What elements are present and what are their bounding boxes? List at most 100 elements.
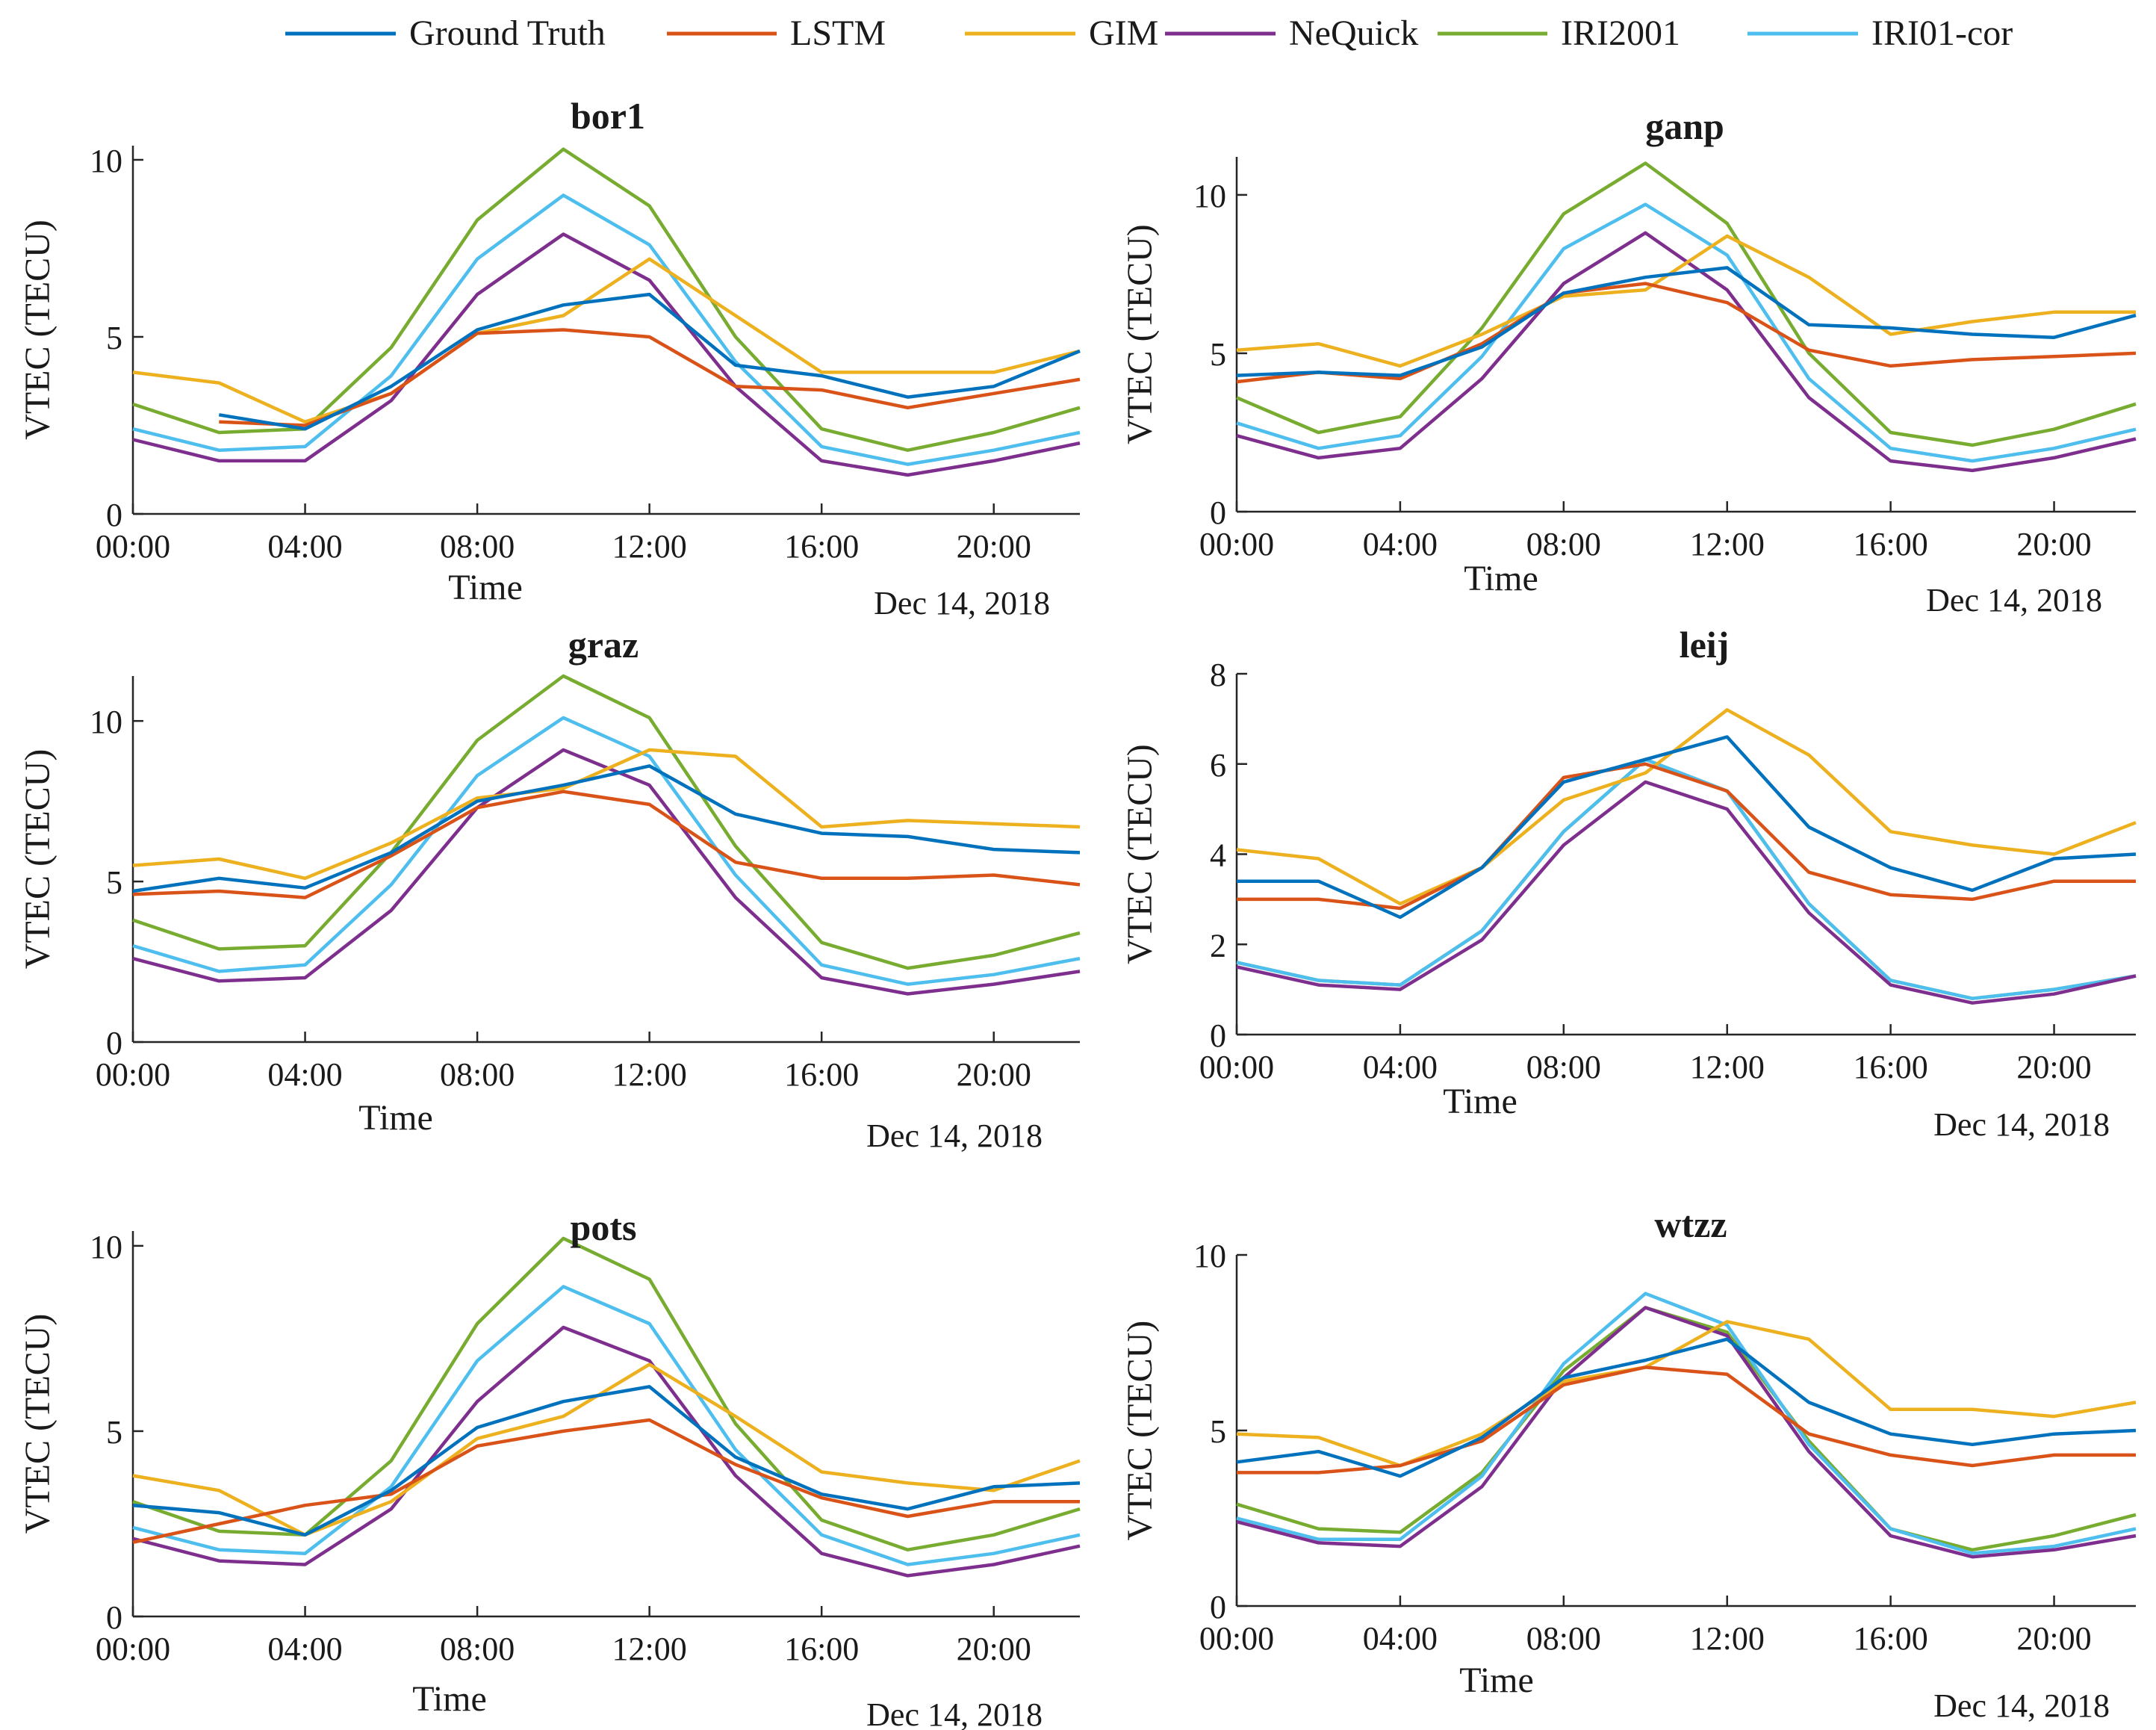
x-tick-label: 12:00 bbox=[1690, 526, 1765, 562]
y-tick-label: 10 bbox=[1193, 178, 1226, 214]
series-line-gim bbox=[132, 748, 1081, 881]
x-tick-label: 00:00 bbox=[96, 1056, 170, 1093]
series-line-iri01-cor bbox=[1236, 757, 2137, 1000]
legend-item-ground-truth: Ground Truth bbox=[285, 13, 606, 53]
series-line-ground-truth bbox=[1236, 1337, 2137, 1478]
x-tick-label: 04:00 bbox=[267, 528, 342, 565]
y-tick-label: 5 bbox=[106, 320, 122, 356]
x-tick-label: 20:00 bbox=[2016, 1620, 2091, 1657]
series-line-iri2001 bbox=[1236, 161, 2137, 447]
y-tick-label: 10 bbox=[90, 143, 122, 179]
x-tick-label: 16:00 bbox=[1854, 1049, 1928, 1085]
legend-label-ground-truth: Ground Truth bbox=[409, 13, 606, 53]
legend-label-iri2001: IRI2001 bbox=[1561, 13, 1680, 53]
series-line-nequick bbox=[1236, 1306, 2137, 1559]
chart-panel-pots: 0 5 10 00:00 04:00 08:00 12:00 16:00 20:00 pots Ti… bbox=[18, 1206, 1081, 1730]
legend-item-iri2001: IRI2001 bbox=[1438, 13, 1680, 53]
date-label: Dec 14, 2018 bbox=[1926, 582, 2102, 618]
series-line-lstm bbox=[1237, 1365, 2136, 1475]
legend-label-iri01-cor: IRI01-cor bbox=[1871, 13, 2013, 53]
x-tick-label: 20:00 bbox=[957, 528, 1031, 565]
series-line-nequick bbox=[1236, 231, 2137, 473]
x-tick-label: 16:00 bbox=[1854, 526, 1928, 562]
chart-title: bor1 bbox=[571, 95, 645, 137]
x-tick-label: 08:00 bbox=[440, 528, 515, 565]
series-line-ground-truth bbox=[1237, 735, 2137, 920]
date-label: Dec 14, 2018 bbox=[866, 1117, 1043, 1154]
y-tick-label: 5 bbox=[1210, 336, 1226, 373]
series-line-gim bbox=[1236, 234, 2136, 368]
y-tick-label: 2 bbox=[1210, 927, 1226, 964]
series-line-iri01-cor bbox=[132, 193, 1081, 466]
y-axis-label: VTEC (TECU) bbox=[18, 749, 58, 970]
legend-label-gim: GIM bbox=[1089, 13, 1158, 53]
x-tick-label: 12:00 bbox=[1690, 1620, 1765, 1657]
y-tick-label: 0 bbox=[106, 1025, 122, 1061]
legend-item-gim: GIM bbox=[965, 13, 1158, 53]
y-tick-label: 5 bbox=[106, 864, 122, 901]
series-line-nequick bbox=[132, 232, 1081, 477]
legend-item-lstm: LSTM bbox=[667, 13, 886, 53]
series-line-ground-truth bbox=[132, 764, 1081, 893]
x-tick-label: 08:00 bbox=[1526, 1049, 1601, 1085]
series-line-nequick bbox=[132, 1325, 1081, 1578]
y-tick-label: 10 bbox=[90, 1229, 122, 1265]
chart-title: ganp bbox=[1645, 105, 1724, 147]
date-label: Dec 14, 2018 bbox=[1933, 1687, 2110, 1724]
y-axis-label: VTEC (TECU) bbox=[1120, 744, 1160, 964]
x-tick-label: 16:00 bbox=[784, 1056, 859, 1093]
series-line-lstm bbox=[132, 1418, 1080, 1544]
x-axis-label: Time bbox=[358, 1098, 433, 1138]
series-line-gim bbox=[1236, 1320, 2137, 1468]
x-tick-label: 12:00 bbox=[612, 528, 687, 565]
x-axis-label: Time bbox=[1459, 1661, 1534, 1700]
x-axis-label: Time bbox=[1464, 559, 1538, 598]
chart-title: leij bbox=[1680, 624, 1730, 666]
x-tick-label: 12:00 bbox=[612, 1056, 687, 1093]
series-line-iri01-cor bbox=[1236, 1292, 2137, 1555]
y-tick-label: 0 bbox=[1210, 1017, 1226, 1054]
legend: Ground Truth LSTM GIM NeQuick IRI2001 IRI01-c… bbox=[285, 13, 2013, 53]
series-line-iri2001 bbox=[132, 147, 1081, 452]
y-tick-label: 8 bbox=[1210, 657, 1226, 693]
y-tick-label: 10 bbox=[1193, 1238, 1226, 1274]
chart-panels: 0 5 10 00:00 04:00 08:00 12:00 16:00 20:00 bor1 Ti… bbox=[18, 95, 2137, 1730]
x-tick-label: 04:00 bbox=[1363, 1620, 1438, 1657]
series-line-lstm bbox=[1237, 762, 2136, 911]
x-tick-label: 00:00 bbox=[1199, 1620, 1274, 1657]
x-tick-label: 12:00 bbox=[1690, 1049, 1765, 1085]
x-tick-label: 04:00 bbox=[267, 1056, 342, 1093]
legend-label-nequick: NeQuick bbox=[1289, 13, 1418, 53]
series-line-iri01-cor bbox=[132, 716, 1081, 986]
x-tick-label: 08:00 bbox=[440, 1631, 515, 1667]
date-label: Dec 14, 2018 bbox=[1933, 1106, 2110, 1143]
y-tick-label: 0 bbox=[1210, 1589, 1226, 1625]
series-line-iri2001 bbox=[132, 674, 1081, 970]
legend-item-nequick: NeQuick bbox=[1165, 13, 1418, 53]
x-tick-label: 00:00 bbox=[1199, 1049, 1274, 1085]
x-tick-label: 20:00 bbox=[2016, 526, 2091, 562]
y-tick-label: 0 bbox=[106, 1599, 122, 1636]
x-tick-label: 20:00 bbox=[2016, 1049, 2091, 1085]
series-line-ground-truth bbox=[218, 292, 1081, 431]
series-line-ground-truth bbox=[1236, 266, 2137, 377]
chart-panel-bor1: 0 5 10 00:00 04:00 08:00 12:00 16:00 20:00 bor1 Ti… bbox=[18, 95, 1081, 621]
series-line-iri2001 bbox=[132, 1236, 1081, 1551]
chart-panel-leij: 0 2 4 6 8 00:00 04:00 08:00 12:00 16:00 20:00 leij T… bbox=[1120, 624, 2137, 1143]
legend-label-lstm: LSTM bbox=[790, 13, 886, 53]
series-line-lstm bbox=[1236, 282, 2137, 384]
x-tick-label: 08:00 bbox=[1526, 526, 1601, 562]
x-tick-label: 20:00 bbox=[957, 1056, 1031, 1093]
series-line-gim bbox=[132, 1362, 1081, 1537]
x-axis-label: Time bbox=[1443, 1082, 1517, 1121]
x-tick-label: 04:00 bbox=[1363, 526, 1438, 562]
series-line-iri01-cor bbox=[1236, 202, 2137, 463]
x-tick-label: 04:00 bbox=[1363, 1049, 1438, 1085]
x-axis-label: Time bbox=[448, 568, 523, 607]
legend-item-iri01-cor: IRI01-cor bbox=[1748, 13, 2013, 53]
x-tick-label: 00:00 bbox=[96, 1631, 170, 1667]
series-line-gim bbox=[1236, 708, 2137, 906]
x-tick-label: 04:00 bbox=[267, 1631, 342, 1667]
x-axis-label: Time bbox=[412, 1679, 487, 1719]
date-label: Dec 14, 2018 bbox=[874, 585, 1050, 621]
